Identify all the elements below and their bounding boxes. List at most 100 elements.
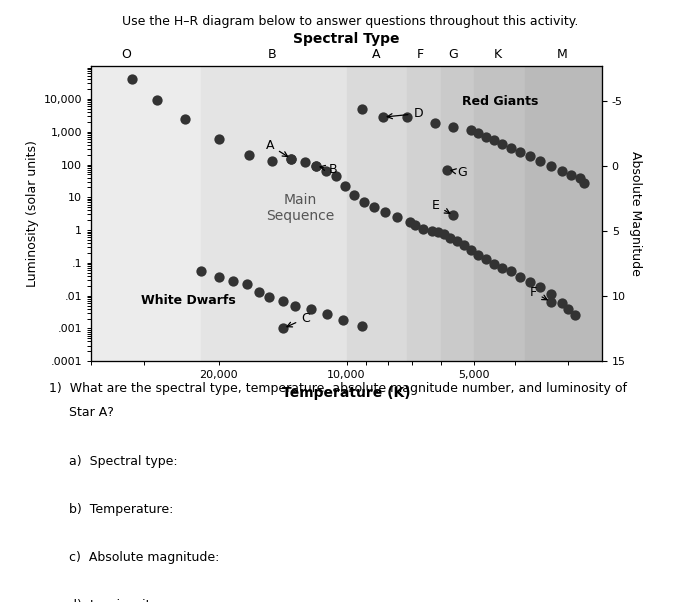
Point [404,217,415,226]
Point [379,208,391,217]
Text: Use the H–R diagram below to answer questions throughout this activity.: Use the H–R diagram below to answer ques… [122,15,578,28]
Point [349,190,360,199]
Text: c)  Absolute magnitude:: c) Absolute magnitude: [49,551,219,564]
Point [534,156,545,166]
Point [566,170,577,180]
Text: White Dwarfs: White Dwarfs [141,294,235,306]
Point [127,75,138,84]
Point [563,304,574,314]
Point [410,220,421,230]
Point [243,150,254,160]
Text: D: D [387,107,423,120]
Point [266,156,277,166]
Point [426,226,438,235]
Point [438,229,449,239]
Point [514,147,526,157]
Point [578,178,589,187]
Text: Main
Sequence: Main Sequence [267,193,335,223]
Point [488,135,499,145]
Text: G: G [451,166,467,179]
Point [534,282,545,292]
Point [444,233,456,243]
X-axis label: Spectral Type: Spectral Type [293,32,400,46]
Point [213,272,224,282]
Point [356,321,368,330]
Point [569,311,580,320]
Point [458,240,469,250]
Point [441,165,452,175]
Point [195,267,206,276]
Bar [440,66,475,361]
Point [228,276,239,286]
Text: C: C [287,312,310,327]
Y-axis label: Luminosity (solar units): Luminosity (solar units) [27,140,39,287]
Text: a)  Spectral type:: a) Spectral type: [49,455,178,468]
X-axis label: Temperature (K): Temperature (K) [282,386,411,400]
Point [451,237,462,246]
Point [330,171,342,181]
Point [322,309,333,318]
Point [278,296,289,306]
Text: E: E [432,199,449,213]
Bar [201,66,346,361]
Point [505,267,517,276]
Point [290,301,301,311]
Point [286,154,297,164]
Point [505,143,517,152]
Point [545,290,557,299]
Point [556,166,568,176]
Point [480,254,491,264]
Point [480,132,491,141]
Point [496,263,507,273]
Point [556,298,568,308]
Point [339,181,350,191]
Point [151,96,162,105]
Point [524,277,536,287]
Text: F: F [530,285,547,300]
Point [545,297,557,306]
Point [286,154,297,164]
Point [465,126,476,135]
Point [545,161,557,171]
Bar [91,66,201,361]
Point [377,113,388,122]
Point [358,197,370,207]
Point [448,211,459,220]
Point [278,324,289,334]
Point [300,157,311,167]
Point [432,228,443,237]
Bar [525,66,602,361]
Text: A: A [266,139,288,157]
Point [213,134,224,144]
Point [473,128,484,138]
Point [253,287,265,297]
Point [473,250,484,259]
Text: Star A?: Star A? [49,406,114,420]
Point [310,161,321,171]
Y-axis label: Absolute Magnitude: Absolute Magnitude [629,151,643,276]
Point [306,304,317,314]
Text: d)  Luminosity:: d) Luminosity: [49,599,161,602]
Point [465,245,476,255]
Point [310,161,321,171]
Point [417,224,428,234]
Text: 1)  What are the spectral type, temperature, absolute magnitude number, and lumi: 1) What are the spectral type, temperatu… [49,382,627,396]
Point [264,293,275,302]
Point [369,202,380,212]
Point [401,113,412,122]
Bar [346,66,407,361]
Point [574,173,585,183]
Bar [407,66,440,361]
Text: Red Giants: Red Giants [461,95,538,108]
Point [448,122,459,132]
Point [337,315,349,325]
Text: b)  Temperature:: b) Temperature: [49,503,174,516]
Point [488,259,499,269]
Point [391,213,402,222]
Point [179,114,190,123]
Point [429,119,440,128]
Point [514,272,526,282]
Point [524,151,536,161]
Text: B: B [320,163,337,176]
Bar [475,66,525,361]
